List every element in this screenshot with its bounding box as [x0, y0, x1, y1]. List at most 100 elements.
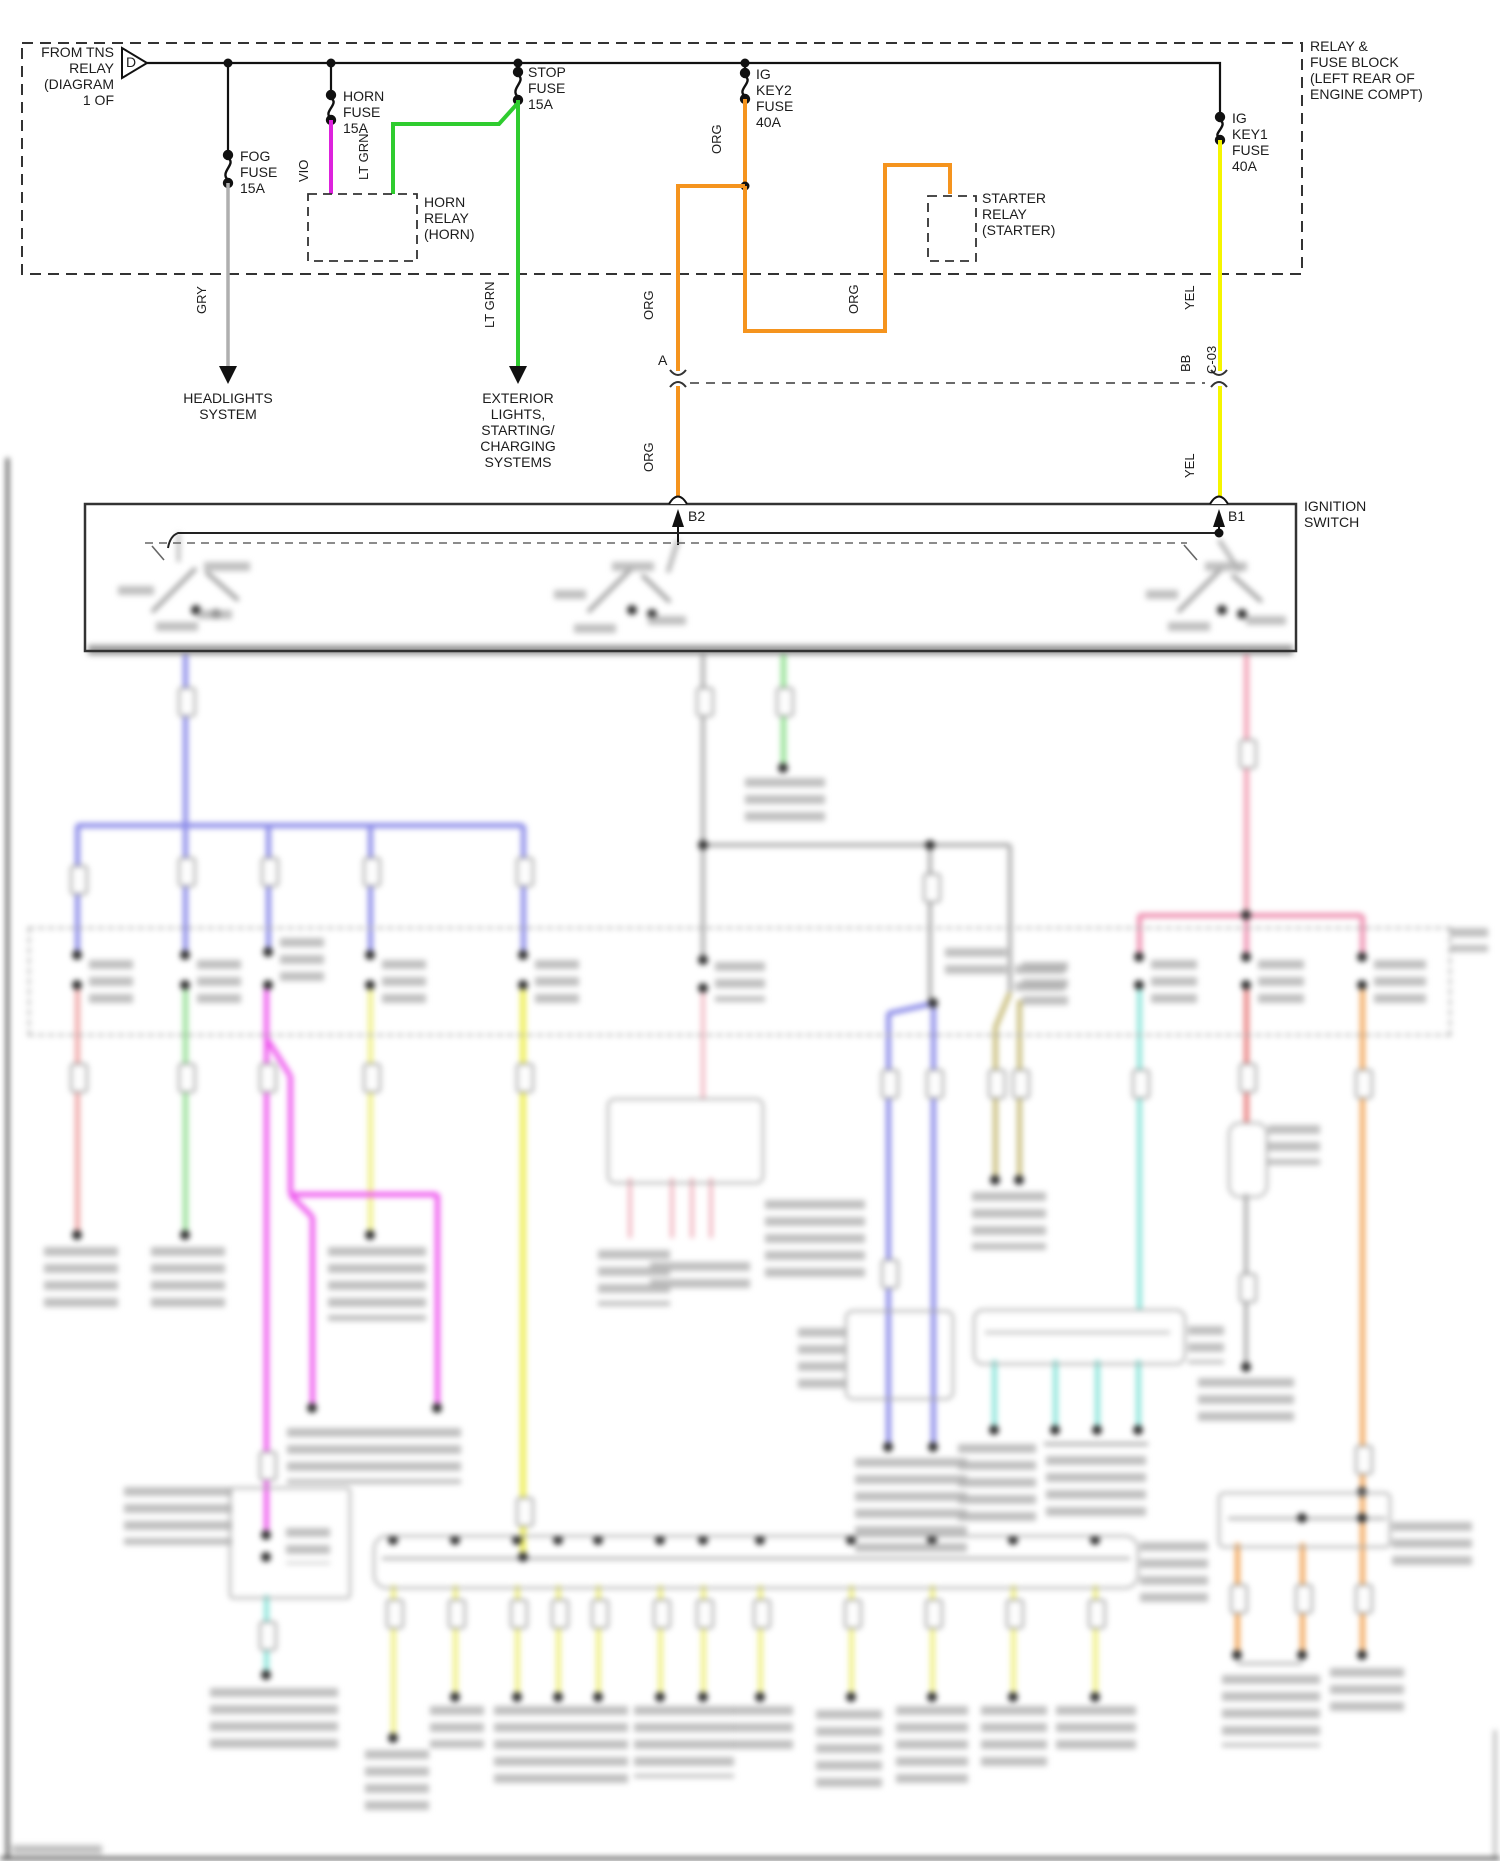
- stop-fuse-icon: [512, 66, 524, 106]
- connector-rect: [363, 857, 381, 887]
- switch-assembly-ticks: [151, 544, 1198, 561]
- junction-dot: [1134, 980, 1144, 990]
- wire-segment: [452, 1585, 458, 1697]
- junction-dot: [698, 955, 708, 965]
- wire-segment: [176, 533, 180, 562]
- wire-segment: [382, 1556, 1130, 1560]
- text-blob: [210, 1688, 338, 1752]
- text-blob: [151, 1247, 225, 1313]
- wire-segment: [182, 655, 188, 825]
- wire-segment: [1243, 985, 1249, 1122]
- module-box: [373, 1535, 1139, 1589]
- fog-fuse-icon: [222, 149, 234, 189]
- junction-dot: [1357, 1513, 1367, 1523]
- vio-wire-label: VIO: [296, 159, 311, 182]
- connector-bb-icon: [1210, 369, 1228, 376]
- junction-dot: [1357, 980, 1367, 990]
- wire-segment: [1243, 915, 1249, 957]
- junction-dot: [928, 998, 938, 1008]
- ltgrn-wire-label-2: LT GRN: [482, 281, 497, 328]
- wire-segment: [1494, 1730, 1496, 1858]
- text-blob: [204, 562, 250, 576]
- connector-rect: [363, 1063, 381, 1093]
- starter-relay-label: STARTER RELAY (STARTER): [982, 190, 1056, 238]
- connector-rect: [259, 1063, 277, 1093]
- connector-rect: [386, 1599, 404, 1629]
- junction-dot: [180, 950, 190, 960]
- junction-dot: [990, 1175, 1000, 1185]
- text-blob: [554, 590, 586, 604]
- text-blob: [855, 1458, 967, 1556]
- junction-dot: [1014, 1175, 1024, 1185]
- exterior-destination-label: EXTERIOR LIGHTS, STARTING/ CHARGING SYST…: [480, 390, 556, 470]
- junction-dot: [1241, 952, 1251, 962]
- inline-connector-icons: [669, 369, 1228, 388]
- text-blob: [634, 1706, 734, 1778]
- text-blob: [365, 1750, 429, 1814]
- junction-dot: [365, 980, 375, 990]
- b1-inner-junction-dot: [1214, 528, 1224, 538]
- wire-segment: [309, 1216, 315, 1408]
- text-blob: [1188, 1326, 1224, 1364]
- junction-dot: [1217, 605, 1227, 615]
- text-blob: [733, 1706, 793, 1756]
- connector-rect: [753, 1599, 771, 1629]
- wire-segment: [555, 1585, 561, 1697]
- junction-dot: [593, 1692, 603, 1702]
- text-blob: [118, 586, 154, 600]
- connector-rect: [1012, 1069, 1030, 1099]
- org-wire-to-starter-relay: [743, 163, 952, 333]
- junction-dot: [553, 1692, 563, 1702]
- module-box: [1228, 1122, 1268, 1198]
- text-blob: [1151, 960, 1197, 1004]
- text-blob: [1258, 960, 1304, 1004]
- junction-dot: [388, 1733, 398, 1743]
- ignition-switch-label: IGNITION SWITCH: [1304, 498, 1367, 530]
- wire-segment: [670, 1178, 674, 1238]
- text-blob: [535, 960, 579, 1008]
- text-blob: [430, 1706, 484, 1748]
- module-box: [229, 1487, 351, 1599]
- text-blob: [1222, 1675, 1320, 1747]
- wire-segment: [1136, 985, 1142, 1309]
- module-box: [1218, 1492, 1391, 1548]
- connector-rect: [516, 1063, 534, 1093]
- junction-dot: [925, 840, 935, 850]
- connector-rect: [881, 1069, 899, 1099]
- wire-segment: [1359, 985, 1365, 1655]
- connector-rect: [1088, 1599, 1106, 1629]
- wire-segment: [690, 1178, 694, 1238]
- wire-segment: [1135, 1360, 1141, 1430]
- wire-segment: [703, 843, 1010, 847]
- text-blob: [1268, 1125, 1320, 1165]
- junction-dot: [928, 1442, 938, 1452]
- connector-rect: [653, 1599, 671, 1629]
- connector-c03-label: C-03: [1204, 345, 1219, 374]
- wire-segment: [1359, 915, 1365, 957]
- junction-dot: [263, 980, 273, 990]
- wire-segment: [1228, 1516, 1386, 1520]
- wire-segment: [263, 983, 269, 1530]
- wire-segment: [657, 1585, 663, 1697]
- horn-fuse-label: HORN FUSE 15A: [343, 88, 385, 136]
- junction-dot: [655, 1535, 665, 1545]
- horn-relay-box: [307, 193, 418, 262]
- connector-rect: [510, 1599, 528, 1629]
- junction-dot: [1297, 1513, 1307, 1523]
- wire-segment: [520, 985, 526, 1555]
- connector-rect: [1006, 1599, 1024, 1629]
- wire-segment: [290, 1191, 437, 1197]
- connector-rect: [516, 857, 534, 887]
- headlights-destination-label: HEADLIGHTS SYSTEM: [183, 390, 273, 422]
- text-blob: [198, 610, 232, 624]
- wire-segment: [930, 1003, 936, 1447]
- junction-dot: [1357, 952, 1367, 962]
- wire-segment: [77, 822, 523, 828]
- text-blob: [745, 778, 825, 826]
- source-marker-letter: D: [126, 54, 137, 70]
- text-blob: [1392, 1522, 1472, 1572]
- junction-dot: [778, 763, 788, 773]
- text-blob: [896, 1706, 968, 1784]
- junction-dot: [655, 1692, 665, 1702]
